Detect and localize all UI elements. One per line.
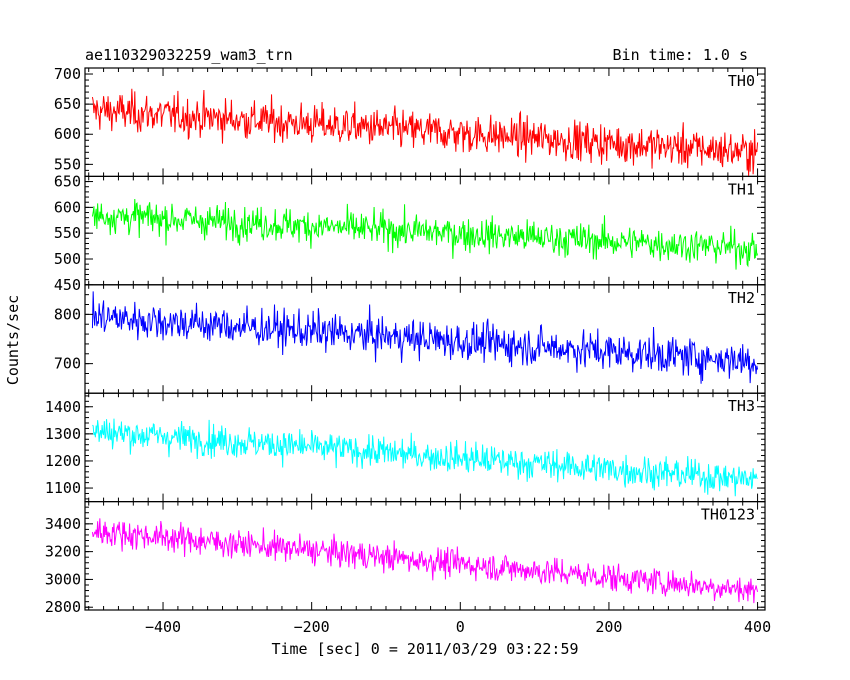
y-tick-label: 1300 (45, 425, 81, 443)
panel-th0: 550 600 650 700 TH0 (54, 65, 766, 178)
panel-frame (84, 501, 766, 611)
series-label-th3: TH3 (728, 397, 755, 415)
panel-th0123: 2800 3000 3200 3400 TH0123 (45, 501, 766, 616)
x-axis: −400 −200 0 200 400 (145, 618, 771, 636)
series-label-th2: TH2 (728, 289, 755, 307)
series-line-th2 (91, 291, 759, 384)
y-tick-label: 500 (54, 250, 81, 268)
x-tick-label: 400 (744, 618, 771, 636)
y-tick-label: 1200 (45, 452, 81, 470)
y-tick-label: 550 (54, 155, 81, 173)
series-label-th1: TH1 (728, 180, 755, 198)
series-line-th3 (92, 418, 758, 497)
panel-frame (84, 392, 766, 503)
y-tick-label: 650 (54, 95, 81, 113)
series-line-th0123 (91, 518, 759, 604)
panel-th1: 450 500 550 600 650 TH1 (54, 173, 766, 294)
y-tick-label: 2800 (45, 598, 81, 616)
y-tick-label: 700 (54, 355, 81, 373)
panels-group: 550 600 650 700 TH0 450 500 550 600 650 TH1 700 800 T… (45, 65, 766, 616)
series-label-th0123: TH0123 (701, 506, 755, 524)
y-tick-label: 3200 (45, 543, 81, 561)
y-tick-label: 700 (54, 65, 81, 83)
x-tick-label: 0 (456, 618, 465, 636)
y-tick-label: 600 (54, 198, 81, 216)
y-tick-label: 1400 (45, 398, 81, 416)
x-axis-label: Time [sec] 0 = 2011/03/29 03:22:59 (271, 640, 578, 658)
panel-th2: 700 800 TH2 (54, 284, 766, 394)
x-tick-label: −400 (145, 618, 181, 636)
y-tick-label: 3000 (45, 570, 81, 588)
chart-title: ae110329032259_wam3_trn (85, 46, 293, 64)
y-axis-label: Counts/sec (4, 295, 22, 385)
x-tick-label: −200 (294, 618, 330, 636)
y-tick-label: 650 (54, 173, 81, 191)
x-tick-label: 200 (595, 618, 622, 636)
panel-th3: 1100 1200 1300 1400 TH3 (45, 392, 766, 503)
y-tick-label: 800 (54, 305, 81, 323)
series-line-th0 (91, 88, 759, 176)
y-tick-label: 1100 (45, 479, 81, 497)
y-tick-label: 550 (54, 224, 81, 242)
y-tick-label: 450 (54, 276, 81, 294)
series-line-th1 (91, 198, 759, 270)
series-label-th0: TH0 (728, 72, 755, 90)
bin-time-label: Bin time: 1.0 s (613, 46, 748, 64)
y-tick-label: 600 (54, 125, 81, 143)
y-tick-label: 3400 (45, 515, 81, 533)
